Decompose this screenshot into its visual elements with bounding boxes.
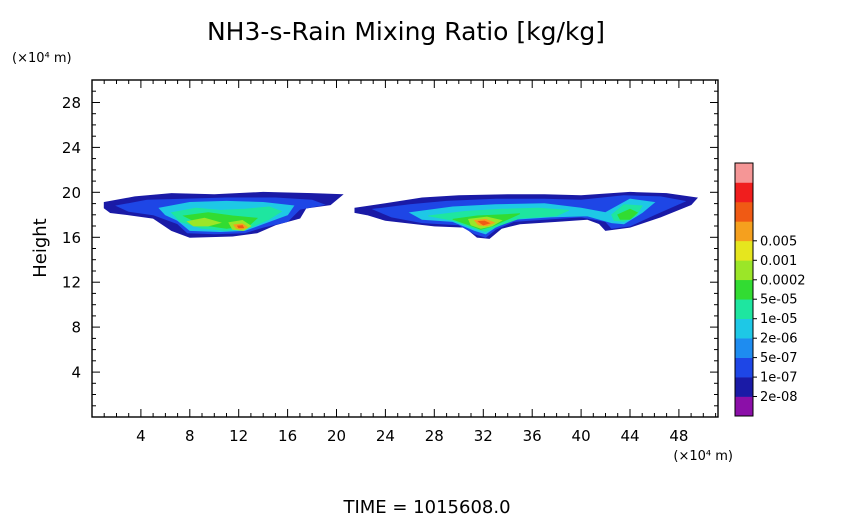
colorbar-swatch	[735, 338, 753, 358]
colorbar-swatch	[735, 299, 753, 319]
colorbar-label: 5e-05	[760, 293, 798, 308]
colorbar-swatch	[735, 240, 753, 261]
colorbar-swatch	[735, 201, 753, 222]
colorbar-swatch	[735, 163, 753, 183]
y-tick-label: 12	[62, 274, 81, 292]
colorbar-swatch	[735, 182, 753, 203]
x-unit-label: (×10⁴ m)	[673, 449, 733, 464]
colorbar-swatch	[735, 279, 753, 300]
y-tick-label: 28	[62, 94, 81, 112]
x-tick-label: 32	[474, 427, 493, 445]
contour-region-8	[236, 225, 245, 229]
x-tick-label: 40	[572, 427, 591, 445]
colorbar-swatch	[735, 221, 753, 242]
colorbar-swatch	[735, 260, 753, 281]
colorbar-label: 0.005	[760, 234, 797, 249]
colorbar-swatch	[735, 377, 753, 397]
y-axis-label: Height	[30, 218, 51, 278]
x-tick-label: 20	[327, 427, 346, 445]
y-tick-label: 24	[62, 139, 81, 157]
y-unit-label: (×10⁴ m)	[12, 51, 72, 66]
axis-ticks	[92, 80, 718, 417]
y-tick-label: 8	[71, 319, 81, 337]
plot-frame	[91, 79, 719, 418]
contour-region-15	[617, 208, 639, 220]
colorbar-label: 2e-08	[760, 390, 798, 405]
colorbar-label: 2e-06	[760, 332, 798, 347]
contour-region-18	[477, 220, 491, 226]
y-tick-label: 16	[62, 229, 81, 247]
colorbar-frame	[734, 162, 754, 417]
x-tick-label: 44	[620, 427, 639, 445]
x-tick-label: 28	[425, 427, 444, 445]
contour-fill-regions	[103, 191, 698, 239]
x-tick-label: 4	[136, 427, 146, 445]
time-label: TIME = 1015608.0	[342, 497, 510, 518]
x-tick-label: 16	[278, 427, 297, 445]
y-tick-label: 20	[62, 184, 81, 202]
x-tick-label: 8	[185, 427, 195, 445]
x-tick-label: 36	[523, 427, 542, 445]
x-tick-label: 48	[669, 427, 688, 445]
y-tick-label: 4	[71, 364, 81, 382]
x-tick-labels: 4 8 12 16 20 24 28 32 36 40 44 48	[136, 427, 688, 445]
colorbar-swatch	[735, 396, 753, 417]
contour-region-5	[186, 217, 222, 227]
colorbar-label: 1e-07	[760, 371, 798, 386]
chart-title: NH3-s-Rain Mixing Ratio [kg/kg]	[207, 17, 605, 46]
colorbar-label: 0.001	[760, 254, 797, 269]
colorbar-label: 0.0002	[760, 273, 806, 288]
colorbar-swatch	[735, 318, 753, 339]
colorbar-label: 1e-05	[760, 312, 798, 327]
colorbar-swatch	[735, 357, 753, 378]
colorbar-label: 5e-07	[760, 351, 798, 366]
y-tick-labels: 4 8 12 16 20 24 28	[62, 94, 81, 382]
colorbar-legend: 2e-08 1e-07 5e-07 2e-06 1e-05 5e-05 0.0002 0.00…	[734, 162, 806, 417]
x-tick-label: 24	[376, 427, 395, 445]
x-tick-label: 12	[229, 427, 248, 445]
